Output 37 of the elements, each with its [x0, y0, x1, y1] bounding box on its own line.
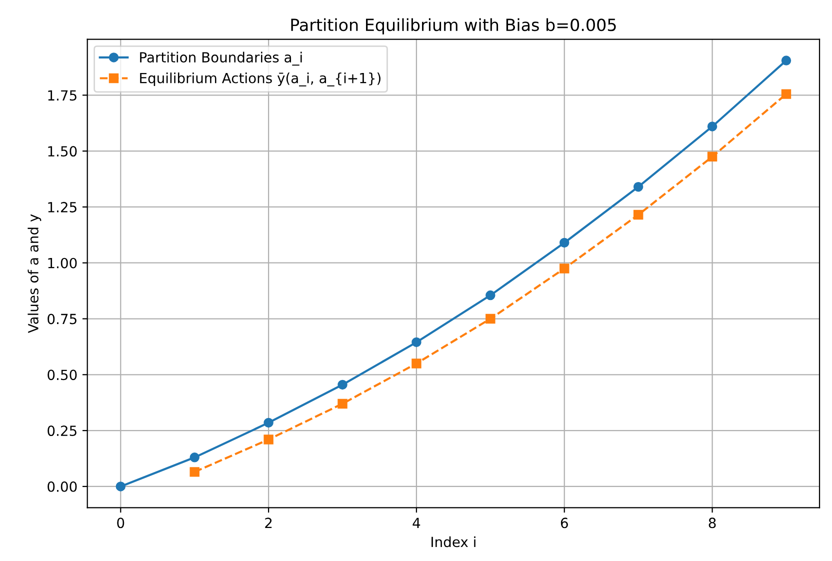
- y-tick-label: 1.50: [48, 146, 77, 157]
- y-tick-label: 0.00: [48, 481, 77, 492]
- y-tick-label: 0.50: [48, 370, 77, 380]
- point: [190, 467, 200, 477]
- chart-title: Partition Equilibrium with Bias b=0.005: [291, 18, 616, 34]
- point: [633, 210, 644, 220]
- point: [707, 122, 718, 132]
- point: [338, 380, 348, 390]
- point: [486, 314, 496, 324]
- x-tick-label: 6: [560, 518, 568, 528]
- y-tick-label: 0.75: [48, 314, 76, 324]
- y-axis-title: Values of a and y: [28, 214, 42, 334]
- point: [264, 418, 274, 428]
- y-tick-label: 0.25: [48, 426, 76, 436]
- x-tick-label: 4: [412, 518, 420, 528]
- point: [633, 182, 644, 192]
- legend-label: Partition Boundaries a_i: [140, 52, 302, 66]
- point: [116, 482, 126, 492]
- x-tick-label: 0: [117, 518, 124, 528]
- legend-label: Equilibrium Actions ȳ(a_i, a_{i+1}): [140, 72, 380, 86]
- point: [707, 152, 718, 162]
- y-tick-label: 1.25: [48, 202, 76, 212]
- point: [412, 337, 422, 348]
- point: [190, 452, 200, 462]
- point: [560, 264, 570, 274]
- x-axis-title: Index i: [432, 536, 476, 548]
- point: [412, 358, 422, 368]
- point: [486, 290, 496, 300]
- point: [781, 89, 792, 99]
- x-tick-label: 2: [265, 518, 272, 528]
- point: [560, 238, 570, 248]
- point: [264, 434, 274, 444]
- y-tick-label: 1.00: [48, 258, 77, 268]
- point: [338, 398, 348, 409]
- x-tick-label: 8: [708, 518, 716, 528]
- y-tick-label: 1.75: [48, 90, 76, 101]
- point: [781, 56, 792, 66]
